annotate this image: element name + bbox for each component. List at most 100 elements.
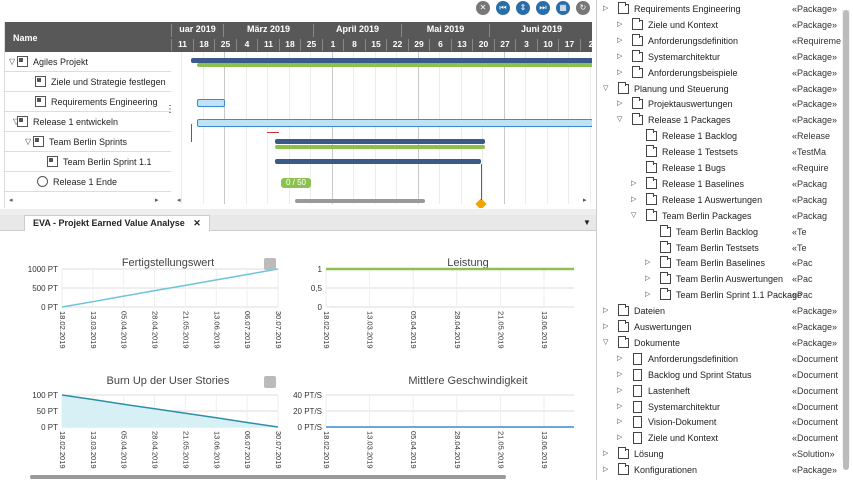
toggle-icon[interactable]: ▽ bbox=[9, 52, 15, 72]
y-tick-label: 0,5 bbox=[311, 284, 323, 293]
tree-item[interactable]: ▷Systemarchitektur«Document bbox=[597, 399, 853, 415]
expand-icon[interactable]: ⇕ bbox=[516, 1, 530, 15]
summary-bar[interactable] bbox=[275, 139, 485, 144]
tree-item[interactable]: ▷Dateien«Package» bbox=[597, 303, 853, 319]
tree-item[interactable]: ▷Requirements Engineering«Package» bbox=[597, 1, 853, 17]
tree-item[interactable]: Team Berlin Backlog«Te bbox=[597, 224, 853, 240]
tree-toggle-icon[interactable]: ▷ bbox=[617, 96, 622, 112]
tree-item[interactable]: ▷Lastenheft«Document bbox=[597, 383, 853, 399]
tree-item[interactable]: ▷Team Berlin Sprint 1.1 Package«Pac bbox=[597, 287, 853, 303]
last-icon[interactable]: ⏭ bbox=[536, 1, 550, 15]
tree-toggle-icon[interactable]: ▷ bbox=[617, 65, 622, 81]
tree-item[interactable]: ▷Team Berlin Baselines«Pac bbox=[597, 255, 853, 271]
tree-toggle-icon[interactable]: ▷ bbox=[645, 271, 650, 287]
progress-bar[interactable] bbox=[197, 63, 592, 67]
gantt-row[interactable]: ▽Team Berlin Sprints bbox=[5, 132, 171, 152]
tree-item[interactable]: ▷Lösung«Solution» bbox=[597, 446, 853, 462]
tree-toggle-icon[interactable]: ▷ bbox=[645, 255, 650, 271]
scroll-left-icon[interactable]: ◂ bbox=[9, 196, 13, 204]
tree-toggle-icon[interactable]: ▷ bbox=[645, 287, 650, 303]
tree-item-label: Anforderungsdefinition bbox=[648, 351, 738, 367]
tree-item[interactable]: ▷Auswertungen«Package» bbox=[597, 319, 853, 335]
tree-toggle-icon[interactable]: ▷ bbox=[617, 383, 622, 399]
tree-item[interactable]: ▷Ziele und Kontext«Package» bbox=[597, 17, 853, 33]
tree-toggle-icon[interactable]: ▷ bbox=[603, 303, 608, 319]
x-tick-label: 05.04.2019 bbox=[409, 311, 418, 349]
gantt-row[interactable]: Ziele und Strategie festlegen bbox=[5, 72, 171, 92]
timeline-scroll-right-icon[interactable]: ▸ bbox=[583, 196, 587, 204]
summary-bar[interactable] bbox=[275, 159, 481, 164]
tree-toggle-icon[interactable]: ▷ bbox=[617, 351, 622, 367]
tree-item[interactable]: ▽Release 1 Packages«Package» bbox=[597, 112, 853, 128]
folder-icon bbox=[646, 147, 657, 157]
tree-item[interactable]: ▷Anforderungsdefinition«Document bbox=[597, 351, 853, 367]
gantt-row[interactable]: ▽Agiles Projekt bbox=[5, 52, 171, 72]
tree-scroll-thumb[interactable] bbox=[843, 10, 849, 470]
progress-bar[interactable] bbox=[275, 145, 485, 149]
tree-item[interactable]: ▷Konfigurationen«Package» bbox=[597, 462, 853, 478]
tree-item-label: Release 1 Baselines bbox=[662, 176, 744, 192]
name-column-header[interactable]: Name bbox=[5, 22, 171, 52]
tree-toggle-icon[interactable]: ▷ bbox=[617, 33, 622, 49]
tree-toggle-icon[interactable]: ▷ bbox=[617, 49, 622, 65]
tree-item[interactable]: ▽Team Berlin Packages«Packag bbox=[597, 208, 853, 224]
gantt-row[interactable]: ▽Release 1 entwickeln bbox=[5, 112, 171, 132]
calendar-icon[interactable]: ▦ bbox=[556, 1, 570, 15]
toggle-icon[interactable]: ▽ bbox=[25, 132, 31, 152]
close-icon[interactable]: ✕ bbox=[193, 218, 201, 228]
gantt-scroll-thumb[interactable] bbox=[295, 199, 425, 203]
tab-eva[interactable]: EVA - Projekt Earned Value Analyse ✕ bbox=[24, 215, 210, 231]
timeline-scroll-left-icon[interactable]: ◂ bbox=[177, 196, 181, 204]
tree-toggle-icon[interactable]: ▷ bbox=[631, 176, 636, 192]
tree-toggle-icon[interactable]: ▽ bbox=[617, 112, 622, 128]
tree-toggle-icon[interactable]: ▷ bbox=[603, 1, 608, 17]
tree-item[interactable]: ▷Team Berlin Auswertungen«Pac bbox=[597, 271, 853, 287]
tree-item[interactable]: ▽Planung und Steuerung«Package» bbox=[597, 81, 853, 97]
tree-toggle-icon[interactable]: ▷ bbox=[617, 414, 622, 430]
tree-item[interactable]: Release 1 Testsets«TestMa bbox=[597, 144, 853, 160]
scroll-right-icon[interactable]: ▸ bbox=[155, 196, 159, 204]
gantt-row[interactable]: Release 1 Ende bbox=[5, 172, 171, 192]
tree-toggle-icon[interactable]: ▷ bbox=[603, 462, 608, 478]
tree-item[interactable]: ▷Anforderungsdefinition«Requireme bbox=[597, 33, 853, 49]
tree-item[interactable]: ▷Anforderungsbeispiele«Package» bbox=[597, 65, 853, 81]
week-label: 10 bbox=[537, 39, 559, 51]
task-bar[interactable] bbox=[197, 119, 592, 127]
tree-toggle-icon[interactable]: ▷ bbox=[631, 192, 636, 208]
tree-toggle-icon[interactable]: ▽ bbox=[603, 335, 608, 351]
tree-item[interactable]: Release 1 Bugs«Require bbox=[597, 160, 853, 176]
first-icon[interactable]: ⏮ bbox=[496, 1, 510, 15]
sprint-progress-badge[interactable]: 0 / 50 bbox=[281, 178, 311, 188]
tree-toggle-icon[interactable]: ▷ bbox=[603, 446, 608, 462]
tree-item-label: Release 1 Bugs bbox=[662, 160, 726, 176]
grid-line bbox=[224, 52, 225, 204]
tree-item[interactable]: Release 1 Backlog«Release bbox=[597, 128, 853, 144]
tree-toggle-icon[interactable]: ▷ bbox=[617, 367, 622, 383]
tree-item[interactable]: ▷Release 1 Baselines«Packag bbox=[597, 176, 853, 192]
gantt-row[interactable]: Requirements Engineering bbox=[5, 92, 171, 112]
tree-scrollbar[interactable] bbox=[842, 10, 850, 460]
collapse-icon[interactable]: ✕ bbox=[476, 1, 490, 15]
tree-item[interactable]: ▷Projektauswertungen«Package» bbox=[597, 96, 853, 112]
tree-item[interactable]: ▷Release 1 Auswertungen«Packag bbox=[597, 192, 853, 208]
tree-toggle-icon[interactable]: ▽ bbox=[603, 81, 608, 97]
tree-toggle-icon[interactable]: ▷ bbox=[603, 319, 608, 335]
gantt-row[interactable]: Team Berlin Sprint 1.1 bbox=[5, 152, 171, 172]
refresh-icon[interactable]: ↻ bbox=[576, 1, 590, 15]
tree-item[interactable]: ▷Vision-Dokument«Document bbox=[597, 414, 853, 430]
tree-toggle-icon[interactable]: ▷ bbox=[617, 430, 622, 446]
tree-item[interactable]: ▷Backlog und Sprint Status«Document bbox=[597, 367, 853, 383]
document-icon bbox=[633, 432, 642, 444]
gantt-scrollbar[interactable]: ◂ ▸ ◂ ▸ bbox=[5, 196, 592, 206]
dropdown-icon[interactable]: ▼ bbox=[583, 218, 591, 227]
tree-toggle-icon[interactable]: ▷ bbox=[617, 17, 622, 33]
tree-item[interactable]: ▷Systemarchitektur«Package» bbox=[597, 49, 853, 65]
tree-item[interactable]: ▷Ziele und Kontext«Document bbox=[597, 430, 853, 446]
gantt-timeline[interactable]: 0 / 50 bbox=[171, 52, 592, 204]
tree-item[interactable]: ▽Dokumente«Package» bbox=[597, 335, 853, 351]
task-bar[interactable] bbox=[197, 99, 225, 107]
row-menu-icon[interactable]: ⋮ bbox=[165, 108, 169, 112]
tree-item[interactable]: Team Berlin Testsets«Te bbox=[597, 240, 853, 256]
tree-toggle-icon[interactable]: ▷ bbox=[617, 399, 622, 415]
tree-toggle-icon[interactable]: ▽ bbox=[631, 208, 636, 224]
